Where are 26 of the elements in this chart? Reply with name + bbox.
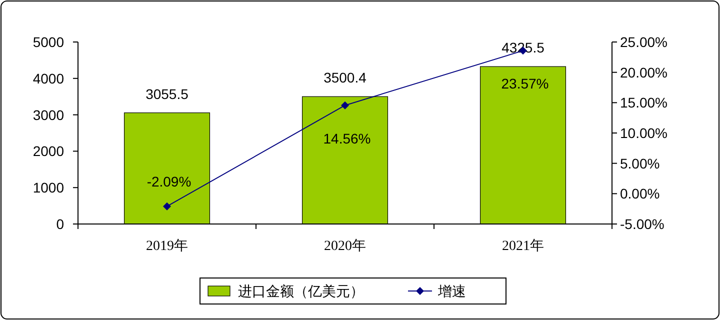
- y2-tick-label: 20.00%: [620, 64, 668, 80]
- y-tick-label: 5000: [32, 34, 64, 50]
- data-label: 23.57%: [501, 76, 549, 92]
- y-tick-label: 3000: [32, 106, 64, 123]
- x-tick-label: 2020年: [324, 238, 366, 254]
- y2-tick-label: 25.00%: [620, 34, 668, 50]
- y-tick-label: 4000: [32, 70, 64, 86]
- data-label: 4325.5: [502, 40, 545, 56]
- y2-tick-label: 15.00%: [620, 94, 668, 111]
- y-tick-label: 1000: [32, 180, 64, 196]
- y2-tick-label: 10.00%: [620, 125, 668, 141]
- data-label: 3055.5: [146, 86, 189, 102]
- data-label: 14.56%: [323, 130, 371, 146]
- x-tick-label: 2019年: [146, 238, 188, 254]
- y-tick-label: 0: [56, 216, 64, 232]
- y-tick-label: 2000: [32, 143, 64, 160]
- x-tick-label: 2021年: [502, 238, 544, 254]
- legend-label: 增速: [437, 283, 466, 299]
- legend-label: 进口金额（亿美元）: [238, 283, 364, 299]
- data-label: 3500.4: [324, 70, 367, 86]
- point: [163, 202, 171, 210]
- data-label: -2.09%: [146, 173, 192, 190]
- y2-tick-label: -5.00%: [620, 216, 664, 232]
- point: [341, 101, 349, 110]
- y2-tick-label: 0.00%: [620, 186, 660, 202]
- y2-tick-label: 5.00%: [620, 155, 660, 172]
